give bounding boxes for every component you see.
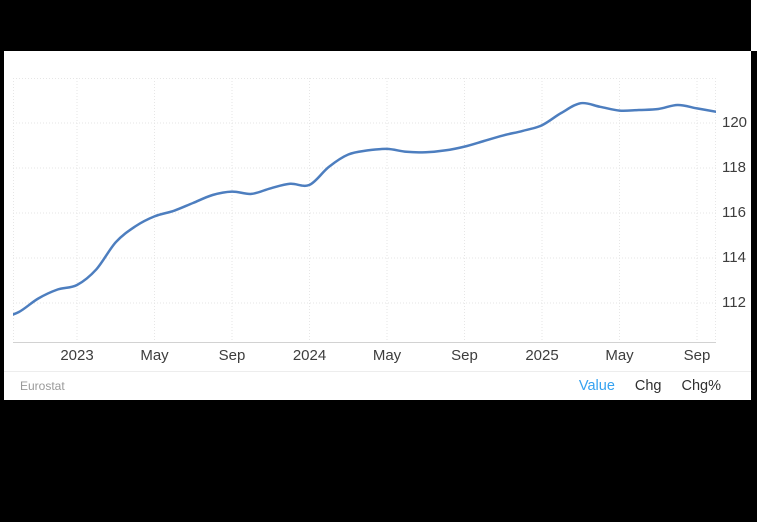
footer-links: Value Chg Chg% [579, 378, 721, 394]
data-line [13, 101, 716, 316]
x-tick-label: 2025 [525, 347, 559, 364]
tab-chg[interactable]: Chg [634, 378, 662, 394]
chart-canvas [13, 78, 716, 343]
top-right-notch [751, 0, 757, 51]
x-tick-label: May [605, 347, 634, 364]
y-tick-label: 116 [722, 204, 746, 221]
x-tick-label: 2023 [60, 347, 94, 364]
y-tick-label: 112 [722, 294, 746, 311]
y-tick-label: 114 [722, 249, 746, 266]
x-tick-label: Sep [683, 347, 711, 364]
y-tick-label: 120 [722, 114, 748, 131]
x-tick-label: May [372, 347, 402, 364]
y-tick-label: 118 [722, 159, 746, 176]
source-link[interactable]: Eurostat [20, 379, 65, 393]
chart-page: 112 114 116 118 120 2023 May Sep 2024 May Sep 2025… [4, 51, 751, 400]
price-chart-plot[interactable] [13, 78, 716, 343]
x-tick-label: Sep [451, 347, 478, 364]
x-tick-label: 2024 [292, 347, 327, 364]
tab-chg-percent[interactable]: Chg% [681, 378, 722, 394]
x-tick-label: Sep [218, 347, 246, 364]
x-tick-label: May [140, 347, 169, 364]
chart-footer: Eurostat Value Chg Chg% [4, 371, 751, 400]
tab-value[interactable]: Value [578, 378, 615, 394]
